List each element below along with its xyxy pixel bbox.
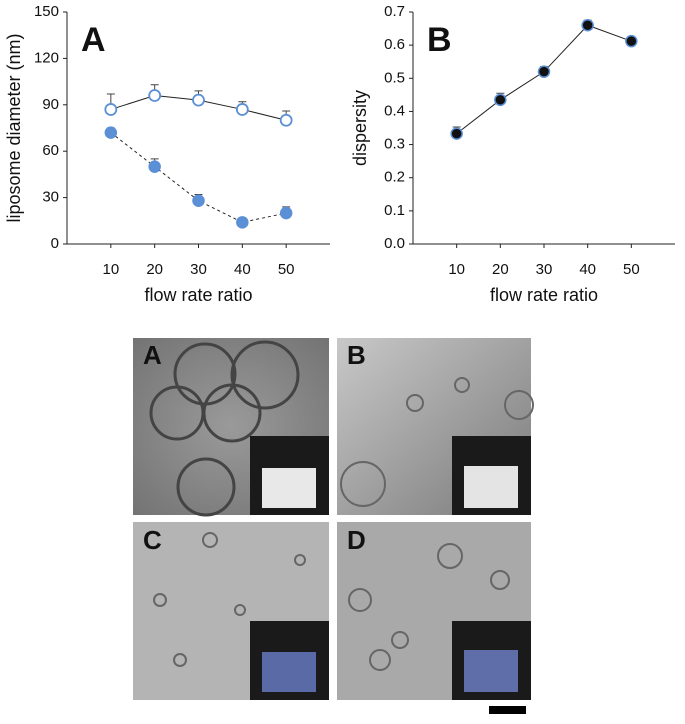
data-point xyxy=(104,103,118,116)
data-point xyxy=(148,160,161,173)
micrograph-panels: A B C D xyxy=(133,338,534,714)
x-axis-label: flow rate ratio xyxy=(490,285,598,305)
panel-labels: A B C D xyxy=(143,340,366,555)
vesicles xyxy=(149,340,300,517)
series-line xyxy=(110,132,287,223)
x-tick-label: 40 xyxy=(234,261,251,278)
y-axis-label: liposome diameter (nm) xyxy=(4,33,24,222)
panel-label: A xyxy=(143,340,162,370)
x-tick-label: 20 xyxy=(146,261,163,278)
panel-label: D xyxy=(347,525,366,555)
y-tick-label: 0.7 xyxy=(384,3,405,20)
y-tick-label: 60 xyxy=(42,142,59,159)
y-tick-label: 0.4 xyxy=(384,102,405,119)
y-tick-label: 0.5 xyxy=(384,69,405,86)
x-tick-label: 50 xyxy=(278,261,295,278)
data-point xyxy=(192,93,205,107)
x-tick-label: 50 xyxy=(623,261,640,278)
y-tick-label: 90 xyxy=(42,96,59,113)
data-point xyxy=(450,127,463,140)
data-point xyxy=(148,89,162,102)
data-point xyxy=(235,103,249,116)
x-tick-label: 30 xyxy=(536,261,553,278)
y-tick-label: 150 xyxy=(34,3,59,20)
panel-letter: A xyxy=(81,21,106,59)
x-axis-label: flow rate ratio xyxy=(144,285,252,305)
y-axis-label: dispersity xyxy=(350,90,370,166)
vesicles xyxy=(153,532,510,671)
data-point xyxy=(192,194,205,207)
data-point xyxy=(537,65,551,78)
y-tick-label: 120 xyxy=(34,49,59,66)
x-tick-label: 40 xyxy=(579,261,596,278)
vial-insets xyxy=(250,436,531,700)
data-point xyxy=(279,206,293,220)
x-tick-label: 10 xyxy=(102,261,119,278)
data-point xyxy=(279,113,293,127)
x-tick-label: 30 xyxy=(190,261,207,278)
series-line xyxy=(456,24,632,135)
y-tick-label: 0 xyxy=(51,235,59,252)
x-tick-label: 10 xyxy=(448,261,465,278)
y-tick-label: 0.3 xyxy=(384,136,405,153)
data-point xyxy=(236,216,249,229)
data-point xyxy=(625,34,638,48)
panel-label: C xyxy=(143,525,162,555)
x-tick-label: 20 xyxy=(492,261,509,278)
data-point xyxy=(104,126,118,139)
data-point xyxy=(494,93,507,107)
data-point xyxy=(581,19,594,32)
vesicles xyxy=(340,377,534,507)
y-tick-label: 0.2 xyxy=(384,169,405,186)
y-tick-label: 0.1 xyxy=(384,202,405,219)
y-tick-label: 0.0 xyxy=(384,235,405,252)
panel-letter: B xyxy=(427,21,452,59)
y-tick-label: 30 xyxy=(42,189,59,206)
y-tick-label: 0.6 xyxy=(384,36,405,53)
scale-bar xyxy=(489,706,526,714)
panel-label: B xyxy=(347,340,366,370)
